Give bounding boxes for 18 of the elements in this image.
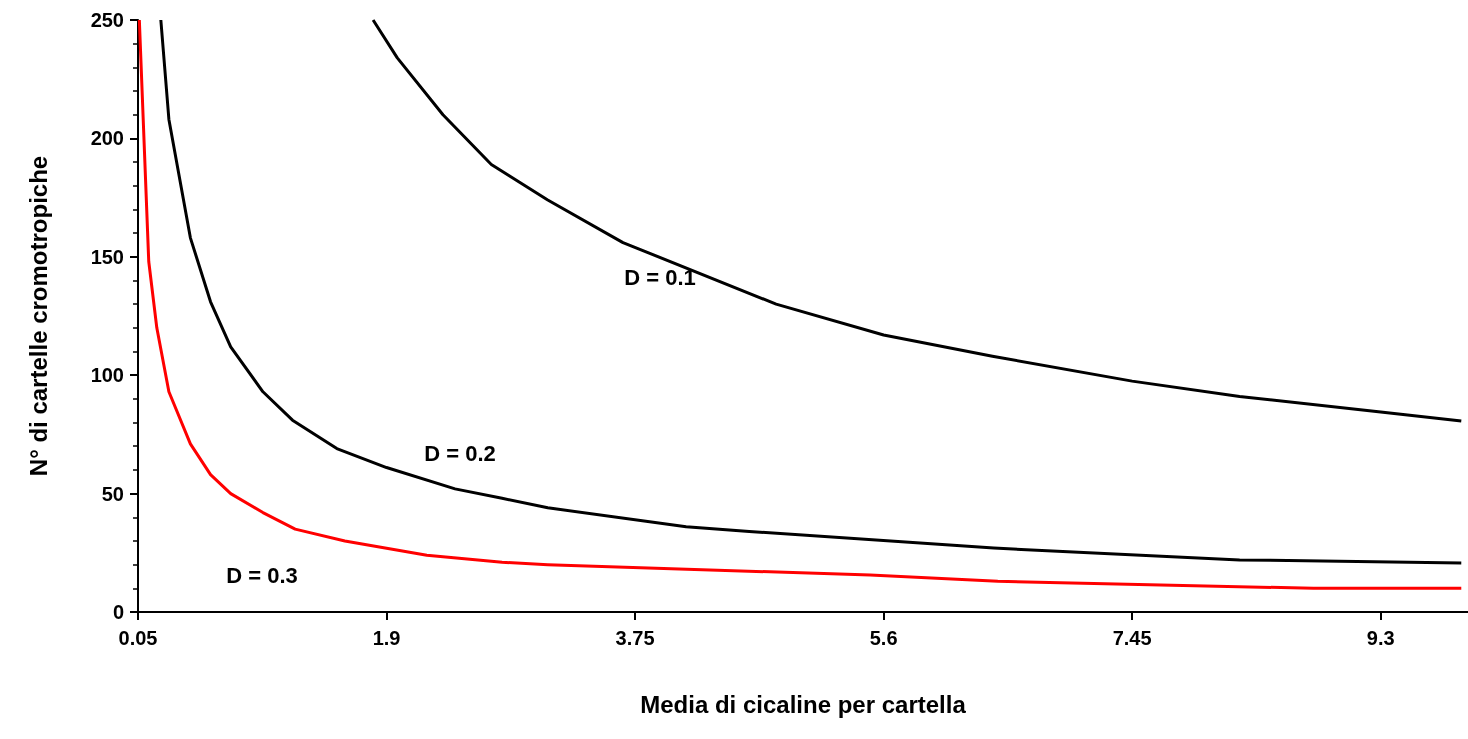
y-tick-label: 50 — [101, 482, 124, 505]
x-tick-label: 3.75 — [615, 627, 655, 649]
series-label: D = 0.2 — [424, 440, 496, 466]
x-tick-label: 9.3 — [1366, 627, 1395, 649]
y-tick-label: 150 — [90, 245, 124, 268]
y-tick-label: 200 — [90, 127, 124, 150]
x-tick-label: 5.6 — [869, 627, 898, 649]
series-label: D = 0.3 — [226, 562, 298, 588]
x-tick-label: 1.9 — [372, 627, 401, 649]
x-tick-label: 0.05 — [118, 627, 158, 649]
series-label: D = 0.1 — [624, 264, 696, 290]
x-axis-title: Media di cicaline per cartella — [640, 690, 967, 718]
y-tick-label: 250 — [90, 9, 124, 31]
y-axis-title: N° di cartelle cromotropiche — [24, 155, 52, 477]
line-series — [371, 18, 1463, 423]
y-tick-label: 0 — [112, 601, 124, 623]
y-tick-label: 100 — [90, 364, 124, 387]
x-tick-label: 7.45 — [1112, 627, 1152, 649]
